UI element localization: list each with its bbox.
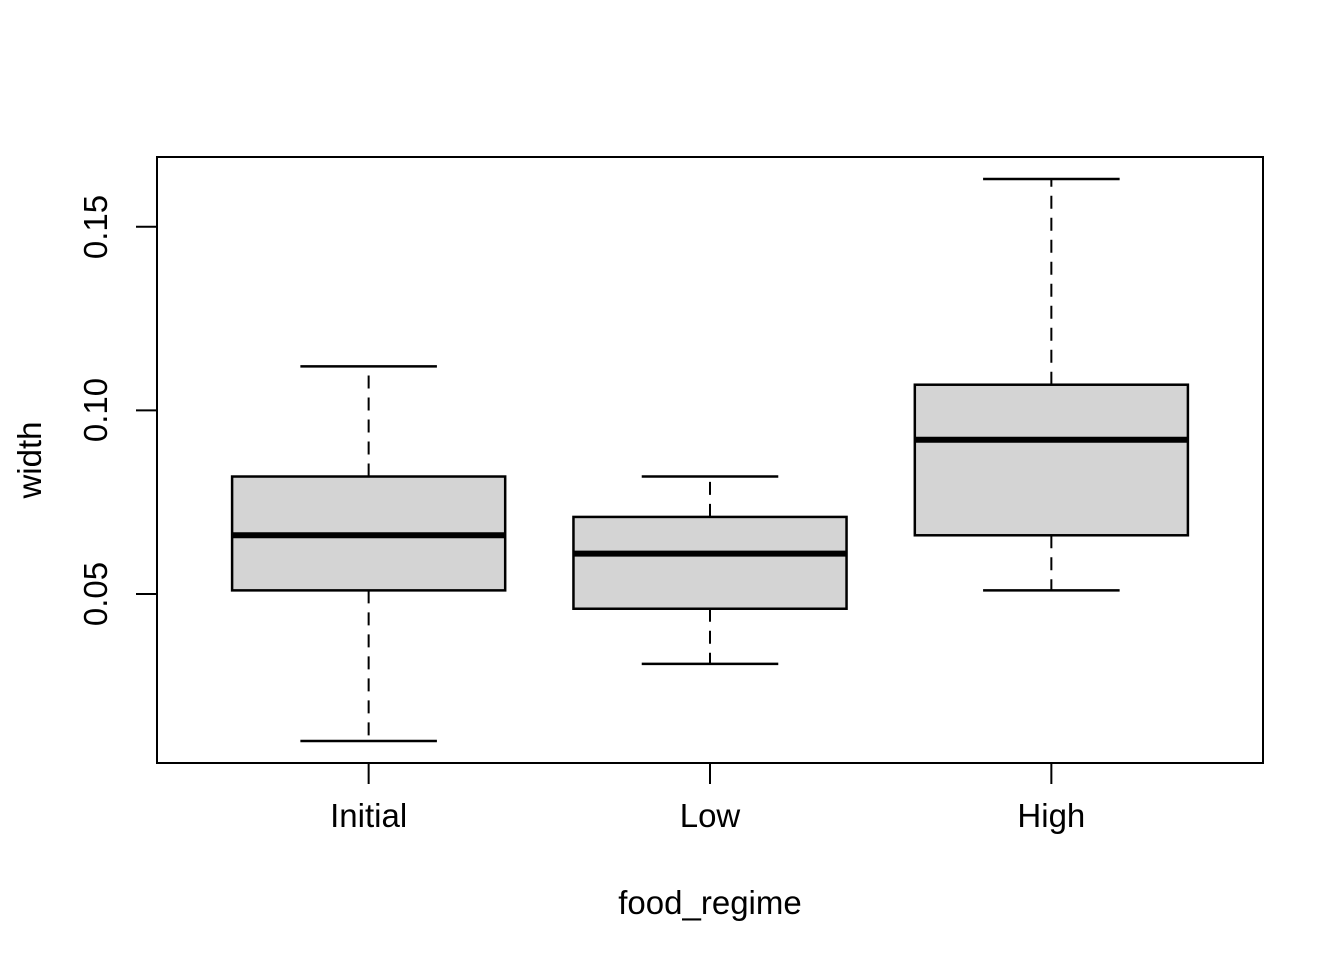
y-tick-label-0.15: 0.15 [77, 194, 114, 259]
y-tick-label-0.10: 0.10 [77, 378, 114, 443]
x-tick-label-low: Low [679, 797, 741, 834]
x-tick-label-initial: Initial [330, 797, 408, 834]
x-axis-title: food_regime [618, 884, 802, 921]
y-axis-title: width [11, 421, 48, 499]
box-high [913, 383, 1190, 537]
x-tick-label-high: High [1017, 797, 1086, 834]
box-low [572, 515, 848, 610]
y-tick-label-0.05: 0.05 [77, 561, 114, 627]
